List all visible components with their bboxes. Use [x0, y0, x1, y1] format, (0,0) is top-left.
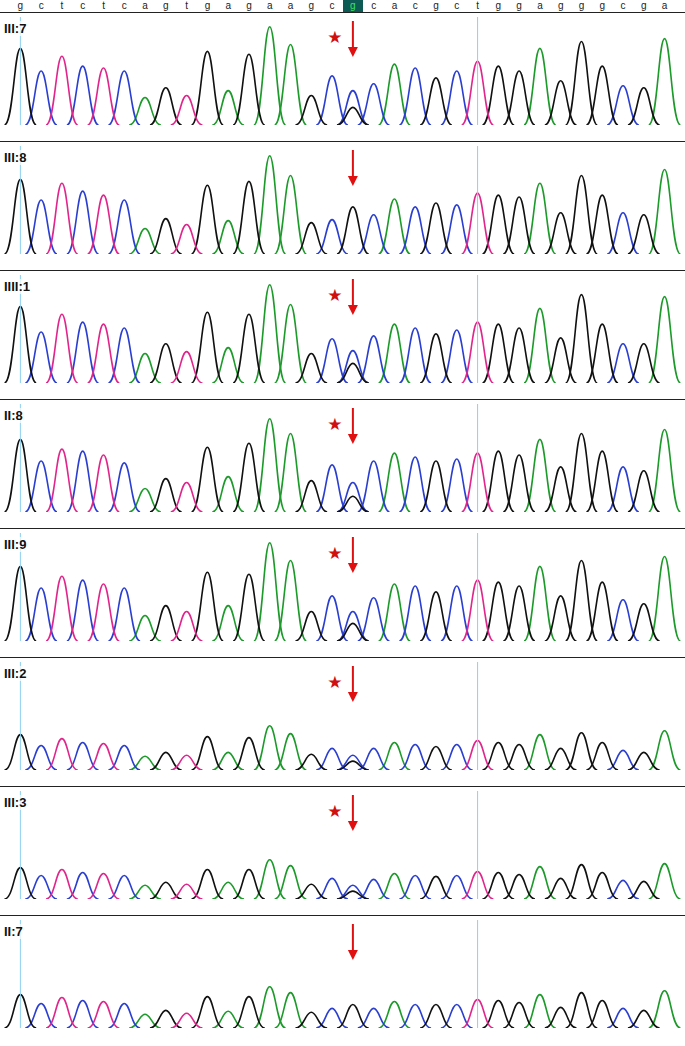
html-text:a: a	[225, 0, 231, 11]
html-text:g: g	[516, 0, 522, 11]
html-text:III:7: III:7	[4, 21, 27, 36]
html-text:a: a	[537, 0, 543, 11]
html-text:g: g	[163, 0, 169, 11]
html-text:g: g	[578, 0, 585, 11]
svg-text:★: ★	[327, 543, 342, 563]
html-text:a: a	[661, 0, 668, 11]
html-text:a: a	[142, 0, 148, 11]
html-text:c: c	[620, 0, 626, 11]
html-text:t: t	[185, 0, 188, 11]
html-text:c: c	[454, 0, 460, 11]
html-text:c: c	[80, 0, 86, 11]
html-text:III:9: III:9	[4, 537, 27, 552]
html-text:g: g	[599, 0, 605, 11]
html-text:g: g	[246, 0, 252, 11]
html-text:t: t	[102, 0, 105, 11]
html-text:g: g	[204, 0, 211, 11]
html-text:II:8: II:8	[4, 408, 23, 423]
html-text:c: c	[38, 0, 44, 11]
html-text:a: a	[267, 0, 273, 11]
html-text:c: c	[412, 0, 418, 11]
svg-text:★: ★	[327, 672, 342, 692]
html-text:g: g	[308, 0, 315, 11]
svg-text:★: ★	[327, 285, 342, 305]
html-text:III:8: III:8	[4, 150, 27, 165]
html-text:g: g	[433, 0, 439, 11]
html-text:a: a	[287, 0, 294, 11]
svg-text:★: ★	[327, 414, 342, 434]
html-text:g: g	[641, 0, 647, 11]
html-text:g: g	[557, 0, 564, 11]
html-text:g: g	[495, 0, 502, 11]
html-text:c: c	[329, 0, 335, 11]
html-text:IIII:1: IIII:1	[4, 279, 30, 294]
html-text:c: c	[371, 0, 377, 11]
html-text:c: c	[121, 0, 127, 11]
svg-text:★: ★	[327, 801, 342, 821]
html-text:t: t	[60, 0, 64, 11]
html-text:a: a	[391, 0, 398, 11]
html-text:III:3: III:3	[4, 795, 27, 810]
html-text:g: g	[350, 0, 356, 11]
svg-text:★: ★	[327, 27, 342, 47]
html-text:g: g	[17, 0, 24, 11]
html-text:t: t	[476, 0, 479, 11]
html-text:II:7: II:7	[4, 924, 23, 939]
html-text:III:2: III:2	[4, 666, 27, 681]
